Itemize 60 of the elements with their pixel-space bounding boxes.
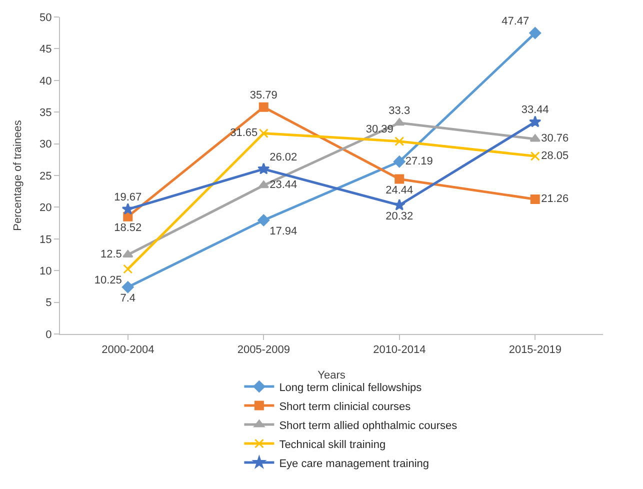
point xyxy=(394,118,405,126)
legend-label: Short term allied ophthalmic courses xyxy=(279,420,458,432)
y-tick-label: 35 xyxy=(40,106,52,119)
y-tick-label: 10 xyxy=(40,265,52,278)
point xyxy=(529,27,542,39)
data-label: 7.4 xyxy=(120,292,136,304)
point xyxy=(530,194,540,204)
data-label: 12.5 xyxy=(100,248,122,260)
legend-label: Eye care management training xyxy=(279,458,430,470)
data-label: 20.32 xyxy=(386,210,414,222)
point xyxy=(394,174,404,184)
point xyxy=(258,180,269,188)
point xyxy=(258,102,268,112)
legend-label: Technical skill training xyxy=(279,438,386,451)
x-tick-label: 2015-2019 xyxy=(508,344,562,356)
y-tick-label: 50 xyxy=(40,12,52,24)
y-tick-label: 0 xyxy=(46,328,52,341)
point xyxy=(393,198,406,210)
y-axis-title: Percentage of trainees xyxy=(12,120,24,231)
data-label: 24.44 xyxy=(386,184,414,196)
legend-label: Long term clinical fellowships xyxy=(279,382,422,394)
point xyxy=(123,264,133,274)
y-tick-label: 5 xyxy=(46,297,52,310)
data-label: 30.39 xyxy=(366,124,394,136)
data-label: 23.44 xyxy=(270,179,298,192)
data-label: 35.79 xyxy=(250,89,278,102)
x-tick-label: 2010-2014 xyxy=(373,344,426,356)
point xyxy=(393,156,406,168)
data-label: 17.94 xyxy=(270,226,298,238)
data-label: 19.67 xyxy=(114,192,142,204)
y-tick-label: 30 xyxy=(40,138,52,151)
data-label: 21.26 xyxy=(541,192,569,205)
point xyxy=(122,202,134,215)
point xyxy=(122,281,134,294)
legend-label: Short term clinicial courses xyxy=(279,400,412,413)
x-tick-label: 2005-2009 xyxy=(237,344,290,356)
point xyxy=(394,136,404,146)
data-label: 30.76 xyxy=(541,132,569,145)
y-tick-label: 45 xyxy=(40,44,52,56)
data-label: 31.65 xyxy=(230,127,258,140)
data-label: 33.44 xyxy=(521,104,549,116)
data-label: 28.05 xyxy=(541,150,569,162)
point xyxy=(530,151,540,161)
x-tick-label: 2000-2004 xyxy=(102,344,154,356)
y-tick-label: 40 xyxy=(40,75,52,88)
point xyxy=(529,116,542,128)
point xyxy=(258,162,270,174)
y-tick-label: 20 xyxy=(40,202,52,214)
data-label: 18.52 xyxy=(114,222,142,234)
data-label: 10.25 xyxy=(94,274,122,286)
point xyxy=(258,214,270,226)
y-tick-label: 25 xyxy=(40,170,52,182)
x-axis-title: Years xyxy=(318,369,346,382)
data-label: 27.19 xyxy=(405,155,433,168)
data-label: 26.02 xyxy=(270,151,298,164)
y-tick-label: 15 xyxy=(40,234,52,246)
data-label: 33.3 xyxy=(388,105,410,118)
data-label: 47.47 xyxy=(502,15,530,28)
point xyxy=(530,134,540,142)
point xyxy=(258,128,268,138)
